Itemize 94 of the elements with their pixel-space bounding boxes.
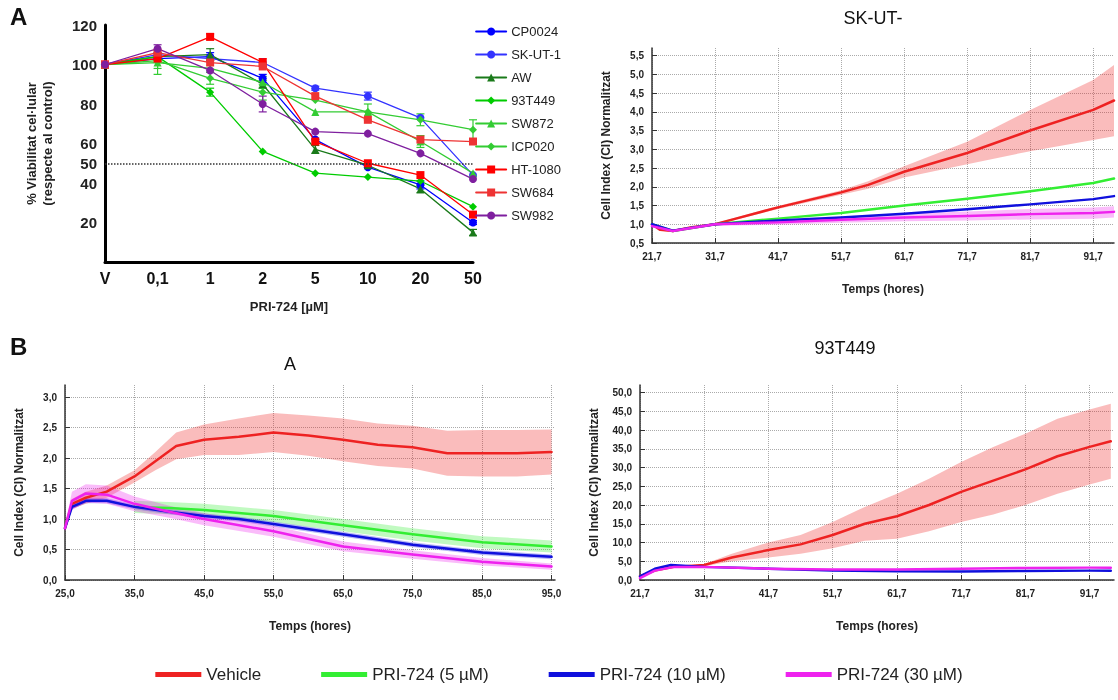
legend-label: PRI-724 (5 µM) (372, 665, 489, 684)
y-tick-label: 1,5 (43, 483, 58, 495)
legend-label: SW982 (511, 208, 554, 223)
legend-label: ICP020 (511, 139, 555, 154)
chart-title: SK-UT- (843, 8, 903, 28)
y-tick-label: 5,5 (630, 50, 645, 61)
y-tick-label: 3,5 (630, 125, 645, 136)
x-tick-label: 61,7 (887, 587, 908, 599)
y-tick-label: 1,0 (43, 513, 58, 525)
x-tick-label: 41,7 (758, 587, 779, 599)
y-tick-label: 45,0 (612, 405, 633, 417)
legend-label: SK-UT-1 (511, 47, 561, 62)
x-tick-label: 91,7 (1079, 587, 1100, 599)
x-tick-label: 75,0 (402, 587, 423, 599)
chart-title: A (283, 354, 297, 374)
y-tick-label: 2,0 (43, 452, 58, 464)
y-tick-label: 50,0 (612, 387, 633, 398)
x-tick-label: 45,0 (194, 587, 215, 599)
x-tick-label: 81,7 (1020, 250, 1041, 262)
y-tick-label: 5,0 (618, 555, 633, 567)
legend-label: PRI-724 (30 µM) (836, 665, 963, 684)
y-tick-label: 3,0 (43, 391, 58, 403)
y-tick-label: 35,0 (612, 443, 633, 455)
x-tick-label: 21,7 (630, 587, 651, 599)
x-tick-label: 41,7 (768, 250, 789, 262)
legend-label: 93T449 (511, 93, 556, 108)
y-tick-label: 80 (80, 95, 97, 113)
x-tick-label: 25,0 (55, 587, 76, 599)
x-tick-label: 81,7 (1015, 587, 1036, 599)
x-tick-label: 1 (205, 269, 215, 287)
x-tick-label: 20 (411, 269, 430, 287)
x-tick-label: 65,0 (333, 587, 354, 599)
y-tick-label: 0,5 (630, 237, 645, 249)
y-tick-label: 120 (71, 16, 97, 34)
y-axis-title: Cell Index (CI) Normalitzat (587, 408, 601, 557)
legend-label: SW872 (511, 116, 554, 131)
y-tick-label: 0,0 (618, 574, 633, 586)
x-tick-label: 50 (464, 269, 482, 287)
chart-title: 93T449 (814, 338, 876, 358)
legend-label: Vehicle (206, 665, 262, 684)
x-tick-label: 85,0 (472, 587, 493, 599)
x-tick-label: 95,0 (541, 587, 562, 599)
x-tick-label: 51,7 (822, 587, 843, 599)
y-axis-title: Cell Index (CI) Normalitzat (599, 71, 613, 220)
y-tick-label: 1,0 (630, 218, 645, 230)
x-tick-label: 31,7 (694, 587, 715, 599)
x-axis-title: Temps (hores) (836, 619, 918, 633)
x-axis-title: Temps (hores) (269, 619, 351, 633)
legend-label: HT-1080 (511, 162, 562, 177)
y-tick-label: 5,0 (630, 68, 645, 80)
y-tick-label: 0,0 (43, 574, 58, 586)
y-tick-label: 15,0 (612, 518, 633, 530)
text: A (10, 2, 28, 30)
x-tick-label: 31,7 (705, 250, 726, 262)
x-tick-label: 71,7 (957, 250, 978, 262)
y-tick-label: 40,0 (612, 424, 633, 436)
y-tick-label: 20,0 (612, 499, 633, 511)
legend-label: PRI-724 (10 µM) (599, 665, 726, 684)
y-axis-title: Cell Index (CI) Normalitzat (12, 408, 26, 557)
legend-label: AW (511, 70, 533, 85)
y-tick-label: 10,0 (612, 537, 633, 548)
x-tick-label: 21,7 (642, 250, 663, 262)
y-tick-label: 0,5 (43, 544, 58, 556)
text: B (10, 332, 28, 360)
y-tick-label: 100 (71, 56, 97, 73)
x-axis-title: PRI-724 [µM] (249, 299, 329, 314)
y-axis-title: % Viabilitat cel·lular (respecte al control) (23, 81, 55, 206)
y-tick-label: 2,5 (43, 422, 58, 434)
y-tick-label: 2,5 (630, 162, 645, 174)
y-tick-label: 30,0 (612, 462, 633, 473)
y-tick-label: 40 (80, 174, 97, 192)
y-tick-label: 4,5 (630, 87, 645, 99)
legend-label: CP0024 (511, 24, 559, 39)
x-tick-label: V (99, 269, 111, 287)
x-axis-title: Temps (hores) (842, 282, 924, 296)
y-tick-label: 1,5 (630, 200, 645, 211)
y-tick-label: 50 (80, 154, 97, 172)
x-tick-label: 2 (258, 269, 268, 287)
y-tick-label: 3,0 (630, 143, 645, 155)
y-tick-label: 20 (80, 214, 97, 231)
y-tick-label: 25,0 (612, 480, 633, 492)
legend-label: SW684 (511, 185, 554, 200)
x-tick-label: 91,7 (1083, 250, 1104, 262)
x-tick-label: 5 (310, 269, 320, 287)
y-tick-label: 2,0 (630, 181, 645, 193)
x-tick-label: 10 (358, 269, 377, 287)
x-tick-label: 71,7 (951, 587, 972, 599)
y-tick-label: 4,0 (630, 106, 645, 118)
x-tick-label: 55,0 (263, 587, 284, 599)
x-tick-label: 51,7 (831, 250, 852, 262)
x-tick-label: 0,1 (146, 269, 169, 287)
x-tick-label: 35,0 (124, 587, 145, 599)
x-tick-label: 61,7 (894, 250, 915, 262)
y-tick-label: 60 (80, 135, 97, 152)
